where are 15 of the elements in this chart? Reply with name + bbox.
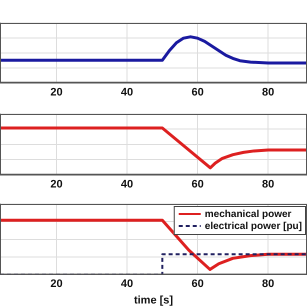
x-tick-label: 20 xyxy=(50,86,63,98)
x-tick-label: 20 xyxy=(50,278,63,290)
x-tick-label: 60 xyxy=(191,278,204,290)
x-tick-label: 80 xyxy=(262,86,274,98)
x-tick-label: 60 xyxy=(191,178,204,190)
legend-label: electrical power [pu] xyxy=(204,220,302,232)
x-tick-label: 20 xyxy=(50,178,63,190)
legend-label: mechanical power xyxy=(204,208,292,220)
x-tick-label: 40 xyxy=(120,278,134,290)
x-tick-label: 40 xyxy=(120,178,134,190)
x-tick-label: 40 xyxy=(120,86,134,98)
x-tick-label: 60 xyxy=(191,86,204,98)
x-axis-title: time [s] xyxy=(134,294,174,306)
x-tick-label: 80 xyxy=(262,178,274,190)
x-tick-label: 80 xyxy=(262,278,274,290)
